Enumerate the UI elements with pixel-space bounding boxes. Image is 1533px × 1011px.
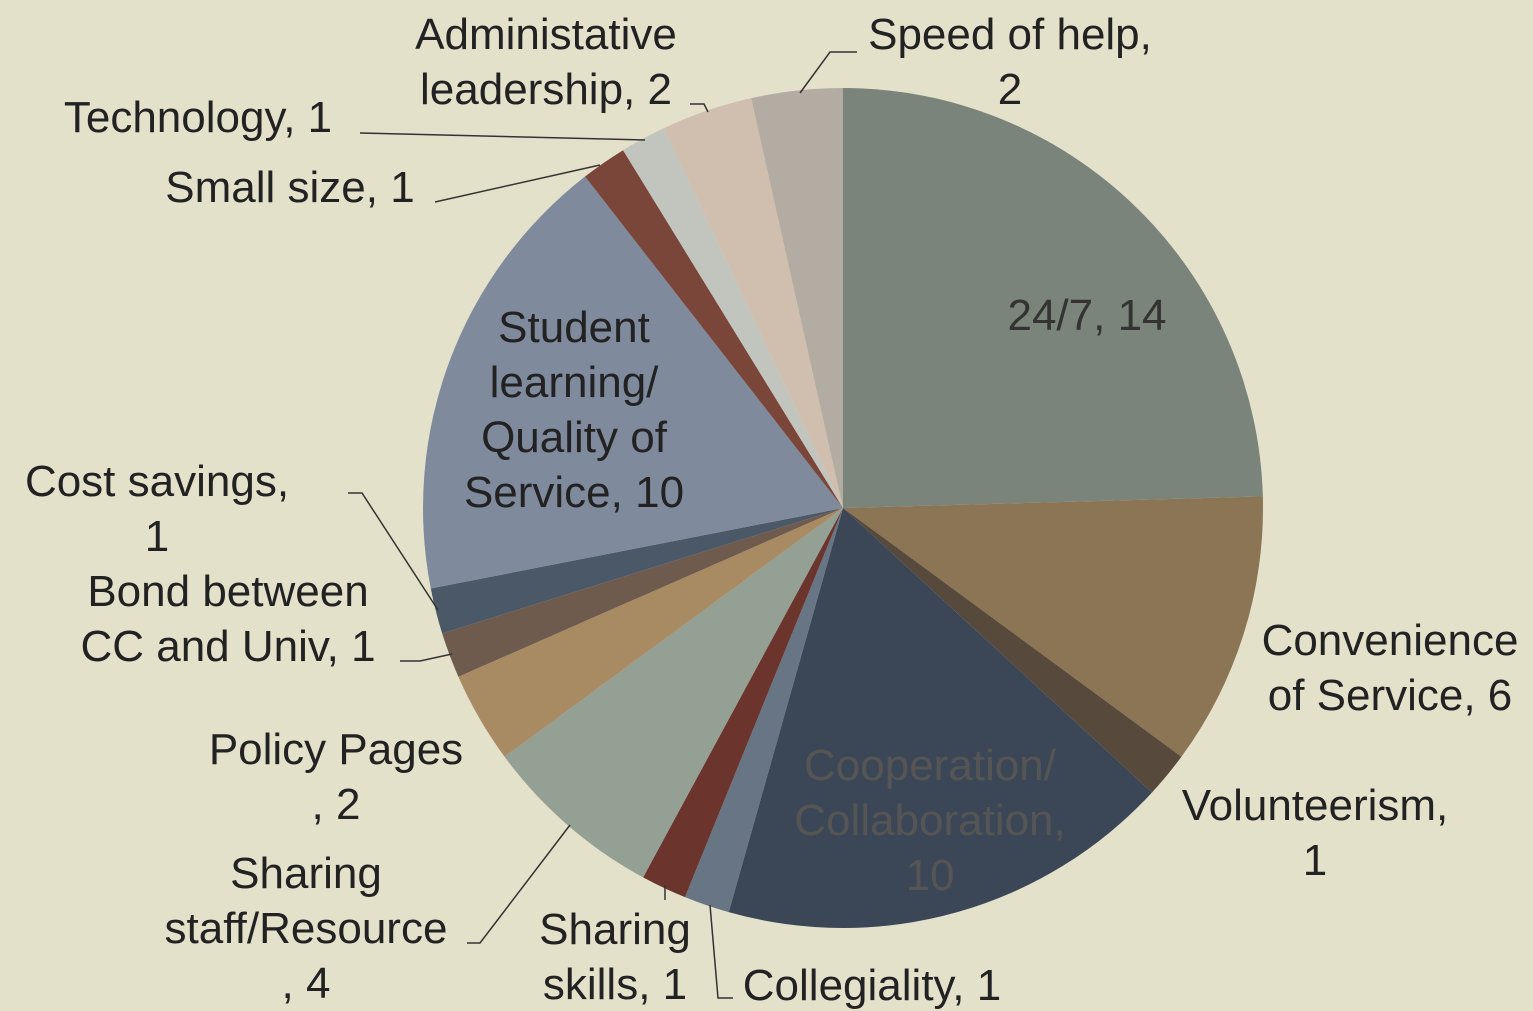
pie-slice — [728, 508, 1153, 928]
pie-slice — [585, 150, 843, 508]
pie-slice — [430, 508, 843, 634]
slice-label: Policy Pages, 2 — [209, 725, 463, 829]
slice-label: Convenience of Service, 6 — [1262, 616, 1519, 720]
slice-label: Student learning/Quality of Service, 10 — [464, 303, 684, 517]
slice-label: Cost savings, 1 — [25, 457, 289, 561]
leader-line — [359, 132, 646, 141]
pie-slice — [423, 176, 843, 589]
leader-line — [799, 51, 857, 94]
leader-line — [348, 492, 439, 611]
slice-label: Small size, 1 — [165, 163, 414, 212]
leader-line — [400, 653, 453, 662]
leader-line — [467, 824, 571, 944]
pie-slice — [504, 508, 843, 878]
slices — [423, 88, 1264, 928]
slice-label: Administative leadership, 2 — [415, 10, 677, 114]
leader-line — [434, 164, 601, 203]
slice-label: Speed of help, 2 — [868, 10, 1152, 114]
pie-slice — [643, 508, 843, 898]
pie-slice — [442, 508, 843, 677]
pie-slice — [623, 128, 843, 509]
leader-line — [709, 904, 733, 999]
pie-slice — [663, 98, 843, 508]
slice-label: Cooperation/Collaboration, 10 — [794, 741, 1066, 900]
slice-label: Sharing skills, 1 — [539, 905, 691, 1009]
pie-slice — [843, 496, 1264, 757]
pie-slice — [684, 508, 843, 913]
labels: 24/7, 14 Convenience of Service, 6 Voluntee… — [25, 10, 1518, 1010]
pie-slice — [843, 88, 1263, 508]
slice-label: Sharing staff/Resource, 4 — [165, 849, 448, 1008]
pie-slice — [458, 508, 843, 757]
leader-lines — [348, 51, 857, 999]
leader-line — [690, 103, 709, 113]
slice-label: Volunteerism, 1 — [1182, 781, 1449, 885]
pie-slice — [843, 508, 1182, 793]
slice-label: 24/7, 14 — [1007, 291, 1166, 340]
pie-slice — [751, 88, 843, 508]
slice-label: Bond between CC and Univ, 1 — [80, 567, 375, 671]
slice-label: Technology, 1 — [64, 93, 332, 142]
slice-label: Collegiality, 1 — [743, 961, 1001, 1010]
